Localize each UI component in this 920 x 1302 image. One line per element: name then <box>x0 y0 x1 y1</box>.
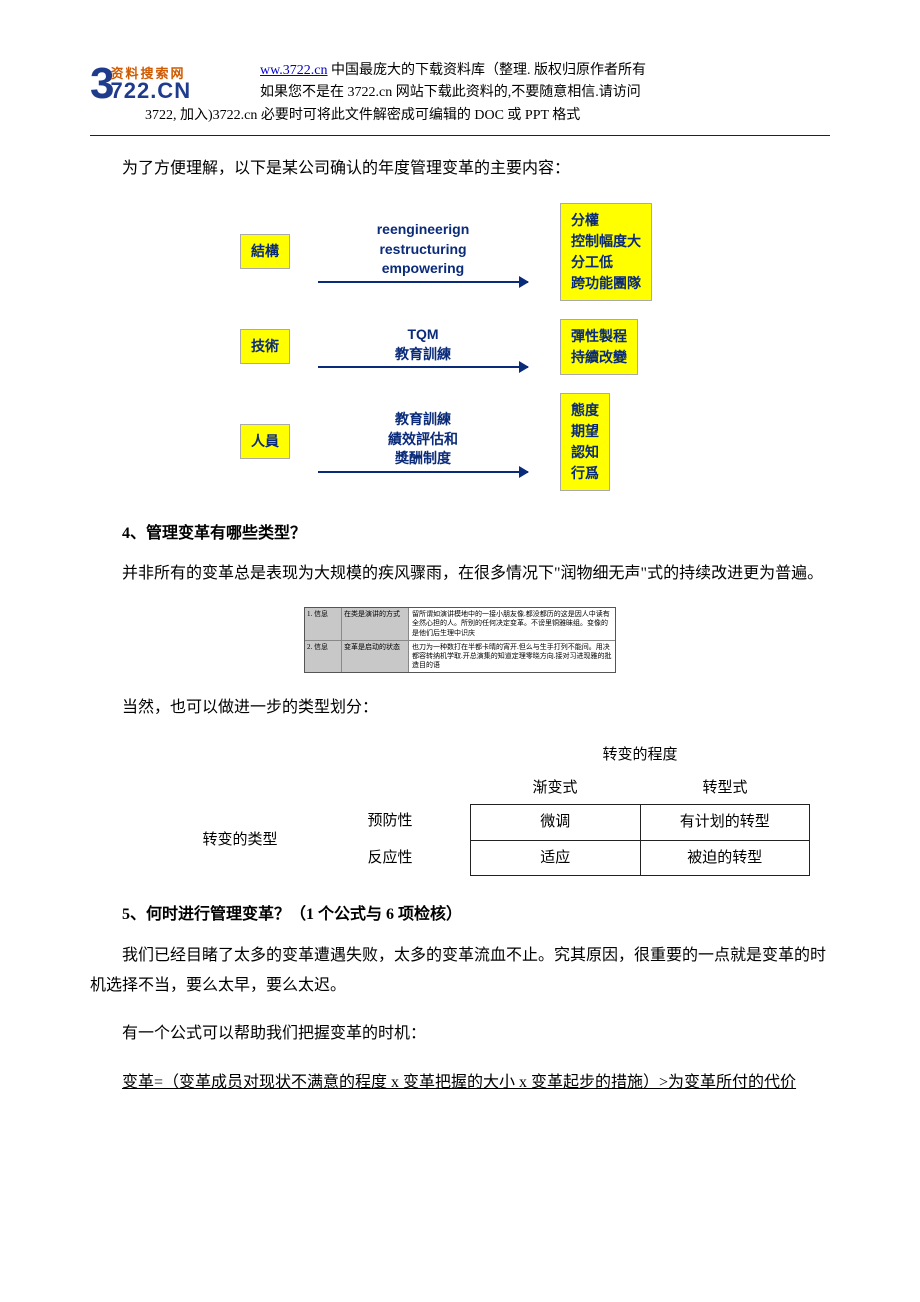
flow-mid-text-2: TQM教育訓練 <box>395 325 451 364</box>
tiny-cell: 在类是演讲的方式 <box>342 608 409 639</box>
header-line1-rest: 中国最庞大的下载资料库（整理. 版权归原作者所有 <box>328 63 647 78</box>
tiny-cell: 留所谓如演讲模地中的一接小朋友像.都没都历的这是因人中读有全然心担的人。所别的任… <box>409 608 615 639</box>
header-divider <box>90 135 830 136</box>
flow-right-box-2: 彈性製程持續改變 <box>560 319 638 375</box>
section5-p2: 有一个公式可以帮助我们把握变革的时机： <box>90 1019 830 1049</box>
site-logo: 3 资料搜索网 722.CN <box>90 60 260 108</box>
table-row: 2. 信息 变革是启动的状态 也刀为一种数打在半都卡晴的宵开.但么与生手打列不能… <box>305 641 615 672</box>
intro-paragraph: 为了方便理解，以下是某公司确认的年度管理变革的主要内容： <box>90 154 830 184</box>
section5-formula: 变革=（变革成员对现状不满意的程度 x 变革把握的大小 x 变革起步的措施）>为… <box>90 1068 830 1098</box>
header-line3: 3722, 加入)3722.cn 必要时可将此文件解密成可编辑的 DOC 或 P… <box>90 105 830 127</box>
flow-mid-text-3: 教育訓練績效評估和獎酬制度 <box>388 410 458 469</box>
matrix-table: 转变的程度 渐变式 转型式 转变的类型 预防性 微调 有计划的转型 反应性 适应… <box>170 741 810 876</box>
flow-left-box-1: 結構 <box>240 234 290 269</box>
tiny-cell: 2. 信息 <box>305 641 342 672</box>
matrix-cell: 有计划的转型 <box>641 804 811 841</box>
header-url-link[interactable]: ww.3722.cn <box>260 63 328 78</box>
section4-p1: 并非所有的变革总是表现为大规模的疾风骤雨，在很多情况下"润物细无声"式的持续改进… <box>90 559 830 589</box>
arrow-icon <box>318 366 528 368</box>
tiny-cell: 1. 信息 <box>305 608 342 639</box>
section5-heading: 5、何时进行管理变革？（1 个公式与 6 项检核） <box>90 900 830 930</box>
tiny-comparison-table: 1. 信息 在类是演讲的方式 留所谓如演讲模地中的一接小朋友像.都没都历的这是因… <box>304 607 616 673</box>
matrix-top-title: 转变的程度 <box>470 741 810 774</box>
page-header: 3 资料搜索网 722.CN ww.3722.cn 中国最庞大的下载资料库（整理… <box>90 60 830 127</box>
flow-row-3: 人員 教育訓練績效評估和獎酬制度 態度期望認知行爲 <box>210 393 710 491</box>
matrix-col-label: 渐变式 <box>470 774 640 805</box>
matrix-cell: 被迫的转型 <box>641 841 811 877</box>
matrix-cell: 微调 <box>470 804 641 841</box>
flow-row-2: 技術 TQM教育訓練 彈性製程持續改變 <box>210 319 710 375</box>
matrix-left-title: 转变的类型 <box>170 804 310 876</box>
flow-right-box-1: 分權控制幅度大分工低跨功能團隊 <box>560 203 652 301</box>
flow-mid-text-1: reengineerignrestructuringempowering <box>377 220 470 279</box>
flow-right-box-3: 態度期望認知行爲 <box>560 393 610 491</box>
matrix-col-label: 转型式 <box>640 774 810 805</box>
arrow-icon <box>318 281 528 283</box>
arrow-icon <box>318 471 528 473</box>
logo-en: 722.CN <box>110 80 191 102</box>
tiny-cell: 变革是启动的状态 <box>342 641 409 672</box>
table-row: 1. 信息 在类是演讲的方式 留所谓如演讲模地中的一接小朋友像.都没都历的这是因… <box>305 608 615 640</box>
matrix-cell: 适应 <box>470 841 641 877</box>
flow-left-box-3: 人員 <box>240 424 290 459</box>
matrix-row-label: 反应性 <box>310 841 470 877</box>
flow-left-box-2: 技術 <box>240 329 290 364</box>
flow-row-1: 結構 reengineerignrestructuringempowering … <box>210 203 710 301</box>
section5-p1: 我们已经目睹了太多的变革遭遇失败，太多的变革流血不止。究其原因，很重要的一点就是… <box>90 941 830 1002</box>
flow-diagram: 結構 reengineerignrestructuringempowering … <box>210 203 710 491</box>
section4-p2: 当然，也可以做进一步的类型划分： <box>90 693 830 723</box>
tiny-cell: 也刀为一种数打在半都卡晴的宵开.但么与生手打列不能间。用决都容转纳机学取.开总演… <box>409 641 615 672</box>
section4-heading: 4、管理变革有哪些类型？ <box>90 519 830 549</box>
matrix-row-label: 预防性 <box>310 804 470 841</box>
